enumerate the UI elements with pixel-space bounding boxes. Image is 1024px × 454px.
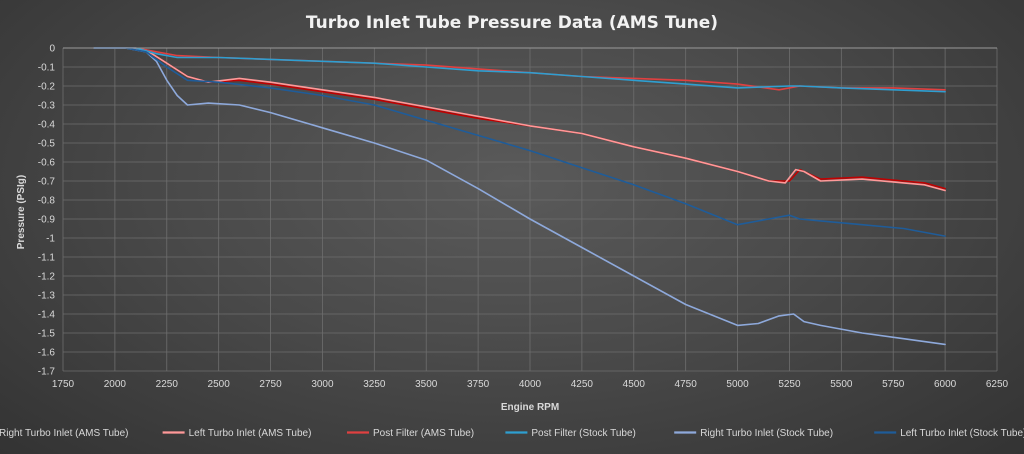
y-tick-label: -1.2 (38, 272, 56, 283)
y-tick-label: -1 (46, 234, 55, 245)
legend-label: Post Filter (Stock Tube) (531, 428, 635, 439)
series-line-1 (93, 47, 946, 190)
y-tick-label: -1.3 (38, 291, 56, 302)
legend-item: Post Filter (AMS Tube) (347, 428, 474, 439)
y-tick-label: -1.4 (38, 310, 56, 321)
series-line-2 (93, 47, 946, 192)
legend: Right Turbo Inlet (AMS Tube) Left Turbo I… (0, 428, 1024, 439)
y-tick-label: -1.5 (38, 329, 56, 340)
x-tick-label: 6250 (986, 379, 1009, 390)
y-tick-label: -0.2 (38, 82, 56, 93)
legend-item: Right Turbo Inlet (Stock Tube) (674, 428, 833, 439)
y-tick-label: -0.5 (38, 139, 56, 150)
y-tick-label: -0.6 (38, 158, 56, 169)
x-tick-label: 5000 (726, 379, 749, 390)
y-tick-label: -0.3 (38, 101, 56, 112)
legend-label: Left Turbo Inlet (Stock Tube) (900, 428, 1024, 439)
legend-item: Post Filter (Stock Tube) (505, 428, 636, 439)
y-tick-label: 0 (49, 44, 55, 55)
y-tick-label: -0.7 (38, 177, 56, 188)
axis-layer: 0 -0.1 -0.2 -0.3 -0.4 -0.5 -0.6 -0.7 -0.8 -0.9 -1 -… (38, 44, 1009, 391)
legend-item: Left Turbo Inlet (Stock Tube) (874, 428, 1024, 439)
y-tick-label: -0.4 (38, 120, 56, 131)
x-tick-label: 2750 (259, 379, 282, 390)
x-tick-label: 3750 (467, 379, 490, 390)
x-tick-label: 5250 (778, 379, 801, 390)
x-tick-label: 4500 (623, 379, 646, 390)
y-tick-label: -1.1 (38, 253, 56, 264)
x-tick-label: 5750 (882, 379, 905, 390)
y-tick-label: -0.1 (38, 63, 56, 74)
x-tick-label: 3500 (415, 379, 438, 390)
legend-label: Right Turbo Inlet (AMS Tube) (0, 428, 129, 439)
series-line-4 (93, 47, 946, 93)
x-tick-label: 3000 (311, 379, 334, 390)
legend-item: Left Turbo Inlet (AMS Tube) (162, 428, 312, 439)
series-line-6 (93, 47, 946, 237)
y-tick-label: -1.6 (38, 348, 56, 359)
series-line-5 (93, 47, 946, 346)
legend-item: Right Turbo Inlet (AMS Tube) (0, 428, 129, 439)
x-tick-label: 1750 (52, 379, 75, 390)
x-tick-label: 3250 (363, 379, 386, 390)
x-tick-label: 4000 (519, 379, 542, 390)
x-tick-label: 2000 (104, 379, 127, 390)
x-tick-label: 4750 (675, 379, 698, 390)
series-line-3 (93, 47, 946, 91)
x-axis-title: Engine RPM (501, 402, 559, 413)
legend-label: Post Filter (AMS Tube) (373, 428, 474, 439)
y-tick-label: -0.9 (38, 215, 56, 226)
x-tick-label: 5500 (830, 379, 853, 390)
legend-label: Left Turbo Inlet (AMS Tube) (189, 428, 312, 439)
series-layer (93, 47, 946, 346)
y-tick-label: -0.8 (38, 196, 56, 207)
x-tick-label: 2250 (156, 379, 179, 390)
x-tick-label: 2500 (208, 379, 231, 390)
y-axis-title: Pressure (PSIg) (16, 175, 27, 249)
x-tick-label: 6000 (934, 379, 957, 390)
grid-layer (62, 47, 998, 372)
x-tick-label: 4250 (571, 379, 594, 390)
legend-label: Right Turbo Inlet (Stock Tube) (700, 428, 833, 439)
y-tick-label: -1.7 (38, 367, 56, 378)
chart-title: Turbo Inlet Tube Pressure Data (AMS Tune… (306, 13, 718, 33)
